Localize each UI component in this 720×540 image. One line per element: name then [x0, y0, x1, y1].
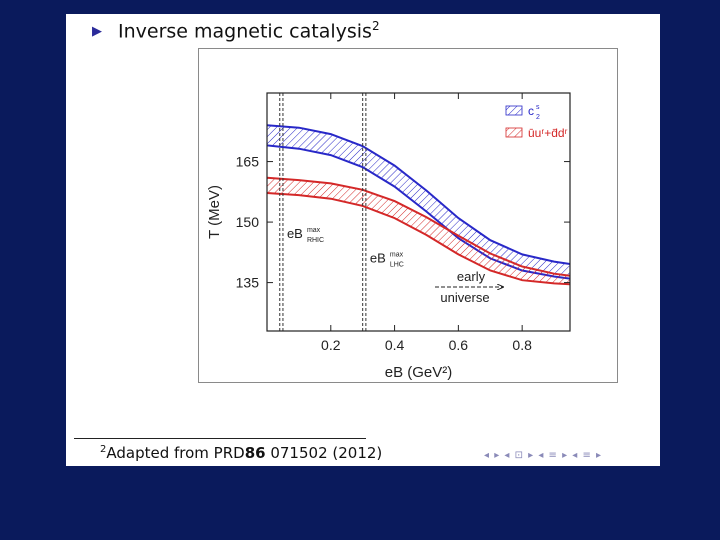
- title-footnote-mark: 2: [371, 19, 380, 33]
- annotation-universe: universe: [440, 290, 489, 305]
- band-c2s-fill: [267, 125, 570, 279]
- y-axis-label: T (MeV): [206, 185, 223, 239]
- annotation-early: early: [457, 269, 486, 284]
- chart-svg: 0.2 0.4 0.6 0.8 135 150 165 eB (GeV²) T (MeV) eB m…: [206, 92, 571, 381]
- band-uu+dd-lower-line: [267, 192, 570, 286]
- legend-label-uu+dd: ūuʳ+d̄dʳ: [528, 126, 568, 140]
- x-tick-label-3: 0.8: [512, 337, 532, 353]
- chart-figure: 0.2 0.4 0.6 0.8 135 150 165 eB (GeV²) T (MeV) eB m…: [198, 48, 618, 383]
- footnote-rule: [74, 438, 366, 439]
- legend-swatch-c2s: [505, 105, 523, 116]
- x-axis-label: eB (GeV²): [385, 364, 453, 381]
- vline-label-sup-lhc: max: [390, 251, 404, 258]
- vline-label-sub-rhic: RHIC: [307, 237, 324, 244]
- legend-label-c2s: c: [528, 104, 534, 118]
- footnote-rest: 071502 (2012): [265, 444, 383, 462]
- x-tick-label-1: 0.4: [385, 337, 405, 353]
- x-tick-label-2: 0.6: [449, 337, 469, 353]
- vline-label-sub-lhc: LHC: [390, 261, 404, 268]
- band-c2s-upper-line: [267, 124, 570, 265]
- vline-label-sup-rhic: max: [307, 227, 321, 234]
- slide-title: Inverse magnetic catalysis2: [118, 19, 380, 42]
- legend-swatch-uu+dd: [505, 127, 523, 138]
- y-tick-label-1: 150: [236, 214, 260, 230]
- slide: ▶ Inverse magnetic catalysis2 0.2 0.4 0.6 0…: [66, 14, 660, 466]
- legend-sup-c2s: s: [536, 104, 540, 111]
- triangle-bullet-icon: ▶: [92, 24, 102, 39]
- legend-sub-c2s: 2: [536, 114, 540, 121]
- footnote-mark: 2: [100, 444, 107, 455]
- slide-navigation-icons[interactable]: ◂ ▸ ◂ ⊡ ▸ ◂ ≡ ▸ ◂ ≡ ▸: [484, 450, 603, 461]
- vline-label-rhic: eB: [287, 226, 303, 241]
- footnote: 2Adapted from PRD86 071502 (2012): [100, 444, 382, 462]
- slide-title-text: Inverse magnetic catalysis: [118, 20, 372, 43]
- x-tick-label-0: 0.2: [321, 337, 341, 353]
- band-uu+dd-upper-line: [267, 176, 570, 277]
- vline-label-lhc: eB: [370, 250, 386, 265]
- footnote-prefix: Adapted from PRD: [106, 444, 245, 462]
- band-uu+dd-fill: [267, 177, 570, 285]
- footnote-volume: 86: [244, 444, 266, 462]
- plot-frame: [266, 92, 571, 332]
- y-tick-label-0: 135: [236, 275, 260, 291]
- y-tick-label-2: 165: [236, 154, 260, 170]
